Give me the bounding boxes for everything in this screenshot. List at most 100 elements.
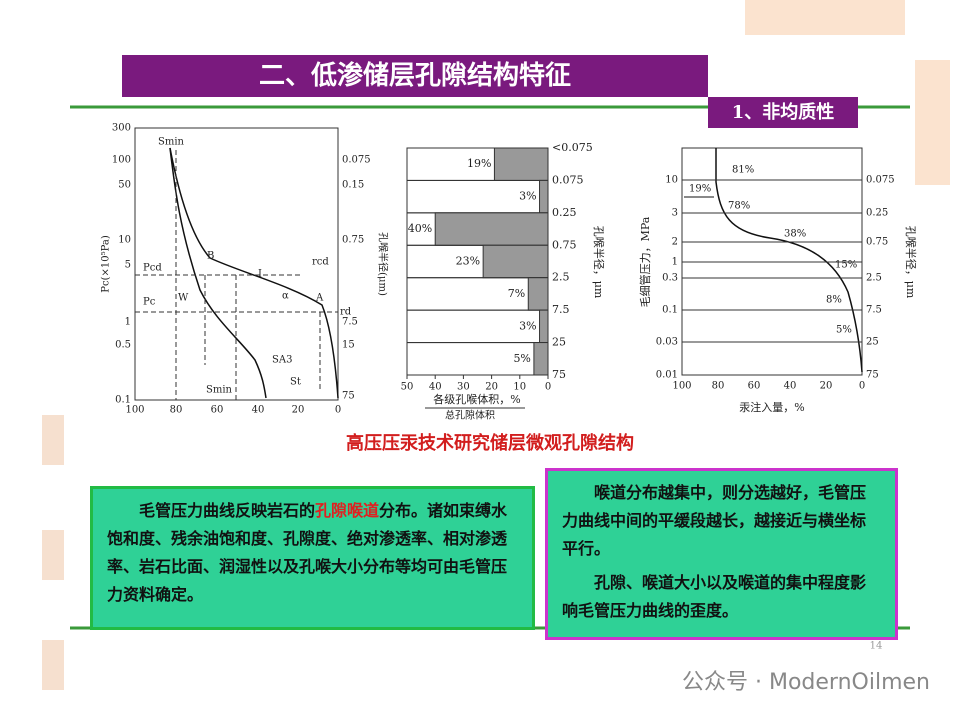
tick-label: 10: [118, 235, 131, 246]
tick-label: 0.03: [656, 337, 678, 348]
value-label: 7%: [508, 287, 525, 300]
tick-label: 40: [784, 381, 797, 392]
title-bar: [122, 55, 708, 97]
title: 二、低渗储层孔隙结构特征: [259, 60, 571, 91]
tick-label: 30: [457, 382, 470, 393]
text-box: 毛管压力曲线反映岩石的孔隙喉道分布。诸如束缚水饱和度、残余油饱和度、孔隙度、绝对…: [90, 486, 535, 630]
y-axis-label: 孔喉半径，μm: [904, 226, 918, 299]
tick-label: 20: [820, 381, 833, 392]
x-axis-label: 总孔隙体积: [445, 409, 495, 422]
annotation: Pcd: [143, 263, 162, 274]
value-label: 23%: [456, 255, 480, 268]
tick-label: 80: [170, 405, 183, 416]
value-label: 19%: [467, 157, 491, 170]
annotation: St: [290, 377, 301, 388]
paragraph: 孔隙、喉道大小以及喉道的集中程度影响毛管压力曲线的歪度。: [562, 573, 867, 620]
annotation: W: [178, 293, 189, 304]
y-axis-label: 孔喉半径(μm): [377, 232, 390, 296]
decoration: [42, 415, 64, 465]
tick-label: 60: [748, 381, 761, 392]
tick-label: 2.5: [866, 273, 882, 284]
tick-label: 15: [342, 340, 355, 351]
tick-label: 20: [485, 382, 498, 393]
paragraph: 喉道分布越集中，则分选越好，毛管压力曲线中间的平缓段越长，越接近与横坐标平行。: [562, 483, 867, 558]
tick-label: 3: [672, 208, 678, 219]
bar: [539, 179, 549, 214]
tick-label: 50: [401, 382, 414, 393]
curve: [715, 148, 863, 373]
x-axis-label: 各级孔喉体积，%: [433, 392, 520, 406]
watermark: 公众号 · ModernOilmen: [682, 670, 930, 695]
annotation: B: [207, 251, 214, 262]
value-label: 40%: [408, 222, 432, 235]
text-box: 喉道分布越集中，则分选越好，毛管压力曲线中间的平缓段越长，越接近与横坐标平行。 …: [545, 468, 898, 640]
curve: [169, 147, 339, 399]
tick-label: 0: [545, 382, 551, 393]
decoration: [745, 0, 905, 35]
tick-label: 0.75: [552, 238, 577, 251]
y-axis-label: Pc(×10⁵Pa): [101, 235, 112, 293]
annotation: SA3: [272, 355, 292, 366]
decoration: [42, 640, 64, 690]
tick-label: 25: [866, 337, 879, 348]
annotation: 19%: [689, 184, 711, 195]
tick-label: 7.5: [342, 317, 358, 328]
tick-label: 25: [552, 336, 566, 349]
annotation: 15%: [835, 260, 857, 271]
tick-label: 10: [513, 382, 526, 393]
value-label: 5%: [513, 352, 530, 365]
tick-label: 0.1: [662, 305, 678, 316]
annotation: 78%: [728, 201, 750, 212]
caption: 高压压汞技术研究储层微观孔隙结构: [346, 432, 634, 454]
subtitle-bar: [708, 97, 858, 128]
annotation: 5%: [836, 325, 852, 336]
tick-label: 2: [672, 237, 678, 248]
tick-label: <0.075: [552, 141, 593, 154]
tick-label: 0.5: [115, 340, 131, 351]
tick-label: 2.5: [552, 271, 570, 284]
tick-label: 0.3: [662, 273, 678, 284]
bar: [539, 309, 549, 344]
tick-label: 0.75: [342, 235, 364, 246]
tick-label: 7.5: [866, 305, 882, 316]
value-label: 3%: [519, 190, 536, 203]
y-axis-label: 毛细管压力，MPa: [638, 216, 652, 307]
tick-label: 0.075: [552, 173, 584, 186]
tick-label: 300: [112, 123, 131, 134]
tick-label: 10: [665, 175, 678, 186]
annotation: rd: [340, 307, 352, 318]
annotation: 8%: [826, 295, 842, 306]
annotation: 38%: [784, 229, 806, 240]
highlight: 孔隙喉道: [315, 501, 380, 520]
annotation: Smin: [158, 137, 185, 148]
text: 分布。诸如束缚水饱和度、残余油饱和度、孔隙度、绝对渗透率、相对渗透率、岩石比面、…: [107, 501, 508, 604]
guides: [135, 150, 338, 400]
tick-label: 100: [112, 155, 131, 166]
annotation: Smin: [206, 385, 233, 396]
row: [406, 277, 549, 311]
subtitle: 1、非均质性: [732, 101, 835, 123]
annotation: A: [315, 293, 324, 304]
tick-label: 5: [125, 260, 131, 271]
annotation: Pc: [143, 297, 156, 308]
y-axis-label: 孔喉半径，μm: [592, 226, 606, 299]
tick-label: 1: [125, 317, 131, 328]
tick-label: 40: [252, 405, 265, 416]
bar: [493, 147, 549, 181]
tick-label: 100: [125, 405, 144, 416]
tick-label: 80: [712, 381, 725, 392]
tick-label: 50: [118, 180, 131, 191]
tick-label: 20: [292, 405, 305, 416]
tick-label: 40: [429, 382, 442, 393]
bar: [533, 342, 549, 376]
tick-label: 0.25: [552, 206, 577, 219]
decoration: [915, 60, 950, 185]
tick-label: 100: [672, 381, 691, 392]
tick-label: 0.01: [656, 370, 678, 381]
tick-label: 0.1: [115, 395, 131, 406]
tick-label: 0.15: [342, 180, 364, 191]
tick-label: 0.75: [866, 237, 888, 248]
tick-label: 75: [342, 391, 355, 402]
